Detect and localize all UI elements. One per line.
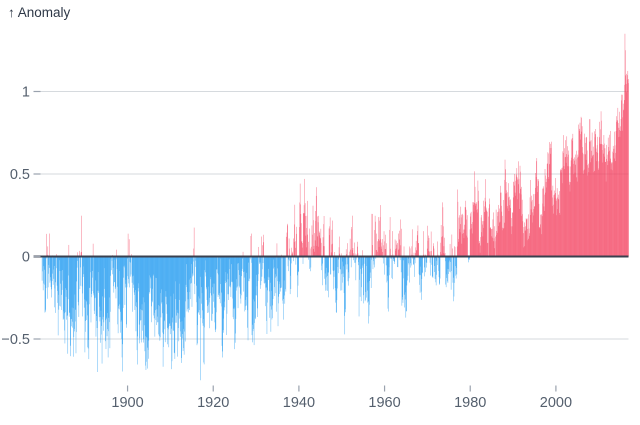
y-axis-title: ↑ Anomaly: [8, 5, 71, 20]
x-tick-label: 1980: [454, 395, 486, 411]
positive-anomaly-bars: [46, 33, 629, 257]
x-tick-label: 1960: [368, 395, 400, 411]
x-tick-label: 1900: [111, 395, 143, 411]
x-tick-label: 2000: [540, 395, 572, 411]
x-tick-label: 1940: [283, 395, 315, 411]
x-axis: 1900 1920 1940 1960 1980 2000: [111, 385, 572, 411]
y-axis: 1 0.5 0 −0.5: [1, 85, 41, 348]
anomaly-bars: [41, 33, 629, 381]
y-tick-label: 1: [22, 85, 30, 101]
y-tick-label: 0: [22, 250, 30, 266]
gridlines: [33, 91, 629, 340]
y-tick-label: −0.5: [1, 332, 30, 348]
y-tick-label: 0.5: [10, 167, 30, 183]
x-tick-label: 1920: [197, 395, 229, 411]
negative-anomaly-bars: [41, 256, 470, 381]
